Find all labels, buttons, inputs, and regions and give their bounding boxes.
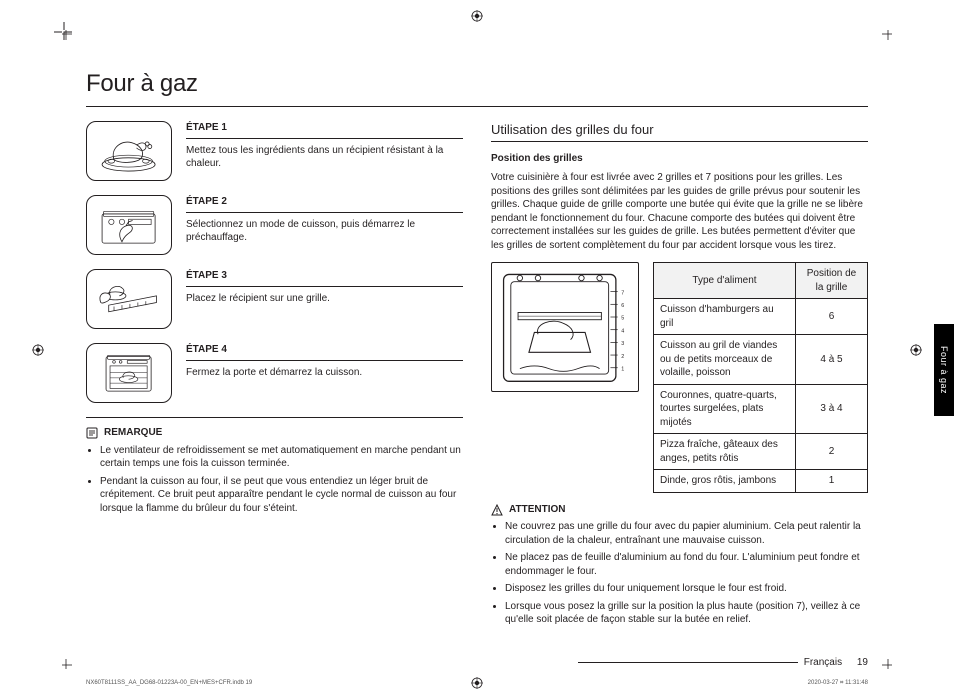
attention-item: Lorsque vous posez la grille sur la posi… (505, 600, 868, 627)
crop-mark-tl (54, 22, 72, 40)
oven-closed-icon (95, 350, 162, 396)
imprint-left: NX60T8111SS_AA_DG68-01223A-00_EN+MES+CFR… (86, 679, 252, 687)
table-row: Dinde, gros rôtis, jambons 1 (654, 470, 868, 493)
step-3-illustration (86, 269, 172, 329)
note-icon (86, 427, 98, 439)
table-cell-position: 1 (796, 470, 868, 493)
table-cell-position: 4 à 5 (796, 335, 868, 385)
note-rule (86, 417, 463, 418)
crop-mark-br (882, 659, 900, 677)
registration-mark-top (471, 10, 483, 22)
attention-callout: ATTENTION (491, 503, 868, 517)
table-cell-food: Cuisson au gril de viandes ou de petits … (654, 335, 796, 385)
table-row: Pizza fraîche, gâteaux des anges, petits… (654, 434, 868, 470)
footer-page-number: 19 (857, 656, 868, 670)
right-column: Utilisation des grilles du four Position… (491, 121, 868, 631)
table-cell-position: 2 (796, 434, 868, 470)
chicken-dish-icon (95, 128, 162, 174)
side-tab: Four à gaz (934, 324, 954, 416)
crop-mark-bl (54, 659, 72, 677)
step-2-label: ÉTAPE 2 (186, 195, 463, 209)
step-4-text: Fermez la porte et démarrez la cuisson. (186, 366, 463, 380)
svg-text:6: 6 (621, 303, 624, 309)
svg-text:7: 7 (621, 290, 624, 296)
rack-position-table: Type d'aliment Position de la grille Cui… (653, 262, 868, 493)
step-3-underline (186, 286, 463, 287)
step-3: ÉTAPE 3 Placez le récipient sur une gril… (86, 269, 463, 329)
step-4-illustration (86, 343, 172, 403)
registration-mark-right (910, 344, 922, 356)
step-1: ÉTAPE 1 Mettez tous les ingrédients dans… (86, 121, 463, 181)
step-1-label: ÉTAPE 1 (186, 121, 463, 135)
step-2: ÉTAPE 2 Sélectionnez un mode de cuisson,… (86, 195, 463, 255)
step-4-underline (186, 360, 463, 361)
table-row: Cuisson au gril de viandes ou de petits … (654, 335, 868, 385)
subsection-label: Position des grilles (491, 152, 868, 166)
table-header-food: Type d'aliment (654, 263, 796, 299)
note-callout: REMARQUE (86, 426, 463, 440)
step-1-underline (186, 138, 463, 139)
svg-text:3: 3 (621, 341, 624, 347)
place-on-rack-icon (95, 276, 162, 322)
table-header-position: Position de la grille (796, 263, 868, 299)
title-rule (86, 106, 868, 107)
table-cell-food: Dinde, gros rôtis, jambons (654, 470, 796, 493)
footer-language: Français (804, 656, 842, 670)
table-cell-food: Pizza fraîche, gâteaux des anges, petits… (654, 434, 796, 470)
step-1-text: Mettez tous les ingrédients dans un réci… (186, 144, 463, 171)
attention-item: Ne couvrez pas une grille du four avec d… (505, 520, 868, 547)
step-2-text: Sélectionnez un mode de cuisson, puis dé… (186, 218, 463, 245)
attention-item: Ne placez pas de feuille d'aluminium au … (505, 551, 868, 578)
table-row: Couronnes, quatre-quarts, tourtes surgel… (654, 384, 868, 434)
page-title: Four à gaz (86, 68, 868, 100)
table-cell-food: Cuisson d'hamburgers au gril (654, 299, 796, 335)
svg-text:4: 4 (621, 328, 624, 334)
step-3-text: Placez le récipient sur une grille. (186, 292, 463, 306)
step-4: ÉTAPE 4 Fermez la porte et démarrez la c… (86, 343, 463, 403)
table-cell-food: Couronnes, quatre-quarts, tourtes surgel… (654, 384, 796, 434)
warning-icon (491, 504, 503, 516)
note-list: Le ventilateur de refroidissement se met… (86, 444, 463, 516)
registration-mark-left (32, 344, 44, 356)
step-2-underline (186, 212, 463, 213)
footer-rule (578, 662, 798, 663)
note-label: REMARQUE (104, 426, 162, 440)
table-row: Cuisson d'hamburgers au gril 6 (654, 299, 868, 335)
step-4-label: ÉTAPE 4 (186, 343, 463, 357)
note-item: Le ventilateur de refroidissement se met… (100, 444, 463, 471)
step-3-label: ÉTAPE 3 (186, 269, 463, 283)
svg-text:2: 2 (621, 353, 624, 359)
attention-item: Disposez les grilles du four uniquement … (505, 582, 868, 596)
intro-paragraph: Votre cuisinière à four est livrée avec … (491, 171, 868, 252)
page-footer: Français 19 (578, 656, 868, 670)
oven-cavity-icon: 7 6 5 4 3 2 1 (498, 269, 632, 387)
section-heading: Utilisation des grilles du four (491, 121, 868, 139)
step-2-illustration (86, 195, 172, 255)
registration-mark-bottom (471, 677, 483, 689)
note-item: Pendant la cuisson au four, il se peut q… (100, 475, 463, 516)
section-heading-rule (491, 141, 868, 142)
svg-text:1: 1 (621, 366, 624, 372)
left-column: ÉTAPE 1 Mettez tous les ingrédients dans… (86, 121, 463, 631)
svg-text:5: 5 (621, 315, 624, 321)
table-cell-position: 3 à 4 (796, 384, 868, 434)
attention-list: Ne couvrez pas une grille du four avec d… (491, 520, 868, 627)
attention-label: ATTENTION (509, 503, 565, 517)
imprint-right: 2020-03-27 ⌗ 11:31:48 (808, 679, 868, 687)
table-cell-position: 6 (796, 299, 868, 335)
page-content: Four à gaz É (86, 68, 868, 669)
range-controls-icon (95, 202, 162, 248)
step-1-illustration (86, 121, 172, 181)
crop-mark-tr (882, 22, 900, 40)
oven-cavity-illustration: 7 6 5 4 3 2 1 (491, 262, 639, 392)
